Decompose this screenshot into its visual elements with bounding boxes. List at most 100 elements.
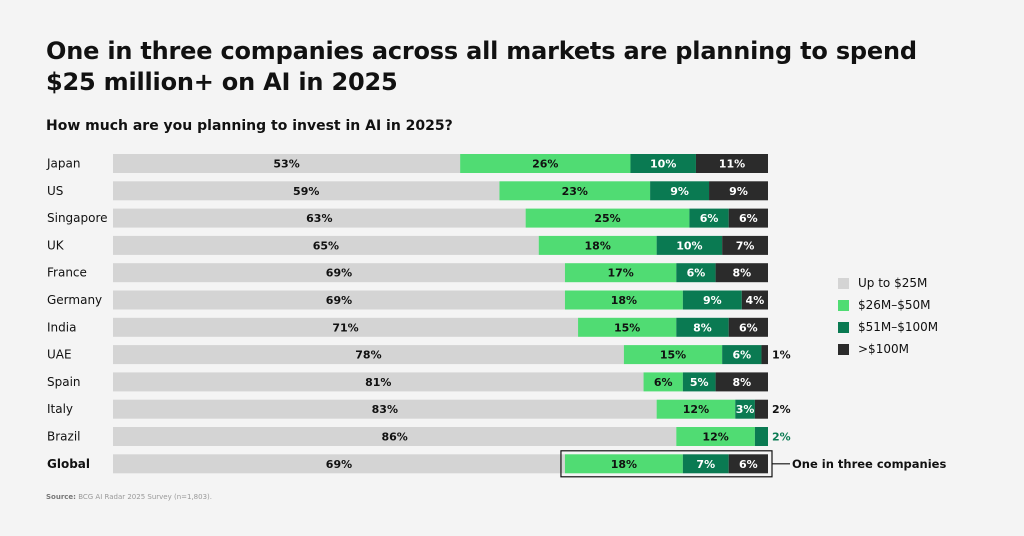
- bar-segment: [689, 208, 729, 228]
- category-label: Germany: [47, 293, 102, 307]
- bar-segment: [113, 181, 500, 201]
- bar-segment: [728, 454, 768, 474]
- legend-swatch: [838, 321, 849, 333]
- category-label: Spain: [47, 375, 81, 389]
- bar-segment: [113, 372, 644, 392]
- data-label: 18%: [611, 294, 637, 307]
- category-label: Global: [47, 457, 90, 471]
- category-label: India: [47, 320, 76, 334]
- data-label: 26%: [532, 158, 558, 171]
- data-label: 83%: [372, 403, 398, 416]
- data-label: 25%: [594, 212, 620, 225]
- category-label: UAE: [47, 348, 72, 362]
- bar-segment: [113, 208, 526, 228]
- bar-segment: [113, 235, 539, 255]
- data-label: 78%: [355, 349, 381, 362]
- bar-segment: [728, 317, 768, 337]
- legend-label: $26M–$50M: [858, 298, 931, 312]
- bar-segment: [682, 290, 742, 310]
- bar-segment: [113, 263, 565, 283]
- data-label: 6%: [739, 212, 758, 225]
- data-label: 7%: [736, 239, 755, 252]
- legend-swatch: [838, 299, 849, 311]
- data-label: 6%: [700, 212, 719, 225]
- bar-segment: [754, 399, 768, 419]
- data-label: 69%: [326, 458, 352, 471]
- data-label: 6%: [739, 458, 758, 471]
- data-label: 1%: [772, 349, 791, 362]
- data-label: 10%: [676, 239, 702, 252]
- data-label: 18%: [611, 458, 637, 471]
- bar-segment: [676, 263, 716, 283]
- bar-segment: [676, 317, 729, 337]
- bar-segment: [656, 235, 723, 255]
- category-label: Singapore: [47, 211, 108, 225]
- data-label: 18%: [585, 239, 611, 252]
- bar-segment: [722, 235, 768, 255]
- data-label: 23%: [562, 185, 588, 198]
- source-text: BCG AI Radar 2025 Survey (n=1,803).: [78, 493, 212, 501]
- bar-segment: [113, 290, 565, 310]
- bar-segment: [564, 263, 677, 283]
- bar-segment: [761, 345, 768, 365]
- bar-segment: [564, 454, 683, 474]
- bar-segment: [578, 317, 677, 337]
- data-label: 6%: [687, 267, 706, 280]
- bar-segment: [741, 290, 768, 310]
- data-label: 63%: [306, 212, 332, 225]
- data-label: 3%: [736, 403, 755, 416]
- data-label: 15%: [614, 321, 640, 334]
- source-note: Source: BCG AI Radar 2025 Survey (n=1,80…: [46, 493, 212, 501]
- data-label: 4%: [746, 294, 765, 307]
- legend-label: >$100M: [858, 342, 909, 356]
- bar-segment: [728, 208, 768, 228]
- data-label: 10%: [650, 158, 676, 171]
- data-label: 69%: [326, 294, 352, 307]
- bar-segment: [113, 154, 461, 173]
- bar-segment: [709, 181, 768, 201]
- legend-item: >$100M: [838, 338, 938, 360]
- chart-subtitle: How much are you planning to invest in A…: [46, 118, 453, 134]
- bar-segment: [695, 154, 768, 173]
- legend-swatch: [838, 343, 849, 355]
- legend-label: $51M–$100M: [858, 320, 939, 334]
- bar-segment: [682, 372, 716, 392]
- data-label: 15%: [660, 349, 686, 362]
- legend-item: Up to $25M: [838, 272, 938, 294]
- bar-segment: [722, 345, 762, 365]
- data-label: 59%: [293, 185, 319, 198]
- bar-segment: [113, 454, 565, 474]
- bar-segment: [460, 154, 631, 173]
- data-label: 71%: [332, 321, 358, 334]
- data-label: 81%: [365, 376, 391, 389]
- category-label: Italy: [47, 402, 73, 416]
- annotation-text: One in three companies: [792, 457, 946, 471]
- category-label: Japan: [46, 157, 80, 171]
- bar-segment: [113, 399, 657, 419]
- data-label: 6%: [732, 349, 751, 362]
- bar-segment: [499, 181, 651, 201]
- bar-segment: [676, 427, 755, 446]
- bar-segment: [735, 399, 755, 419]
- category-label: France: [47, 266, 87, 280]
- bar-segment: [715, 372, 768, 392]
- data-label: 17%: [607, 267, 633, 280]
- data-label: 11%: [719, 158, 745, 171]
- bar-segment: [538, 235, 657, 255]
- data-label: 5%: [690, 376, 709, 389]
- data-label-outside: 2%: [772, 431, 791, 444]
- category-label: Brazil: [47, 430, 81, 444]
- data-label: 6%: [654, 376, 673, 389]
- legend-item: $51M–$100M: [838, 316, 938, 338]
- bar-segment: [113, 345, 624, 365]
- source-label: Source:: [46, 493, 76, 501]
- bar-segment: [754, 427, 768, 446]
- bar-segment: [113, 427, 677, 446]
- data-label: 86%: [381, 431, 407, 444]
- chart-legend: Up to $25M $26M–$50M $51M–$100M >$100M: [838, 272, 938, 360]
- stacked-bar-chart: Japan 53% 26% 10% 11% US 59% 23% 9% 9% Singapore 63…: [46, 154, 946, 478]
- bar-segment: [715, 263, 768, 283]
- chart-title: One in three companies across all market…: [46, 37, 917, 96]
- bar-segment: [564, 290, 683, 310]
- data-label: 65%: [313, 239, 339, 252]
